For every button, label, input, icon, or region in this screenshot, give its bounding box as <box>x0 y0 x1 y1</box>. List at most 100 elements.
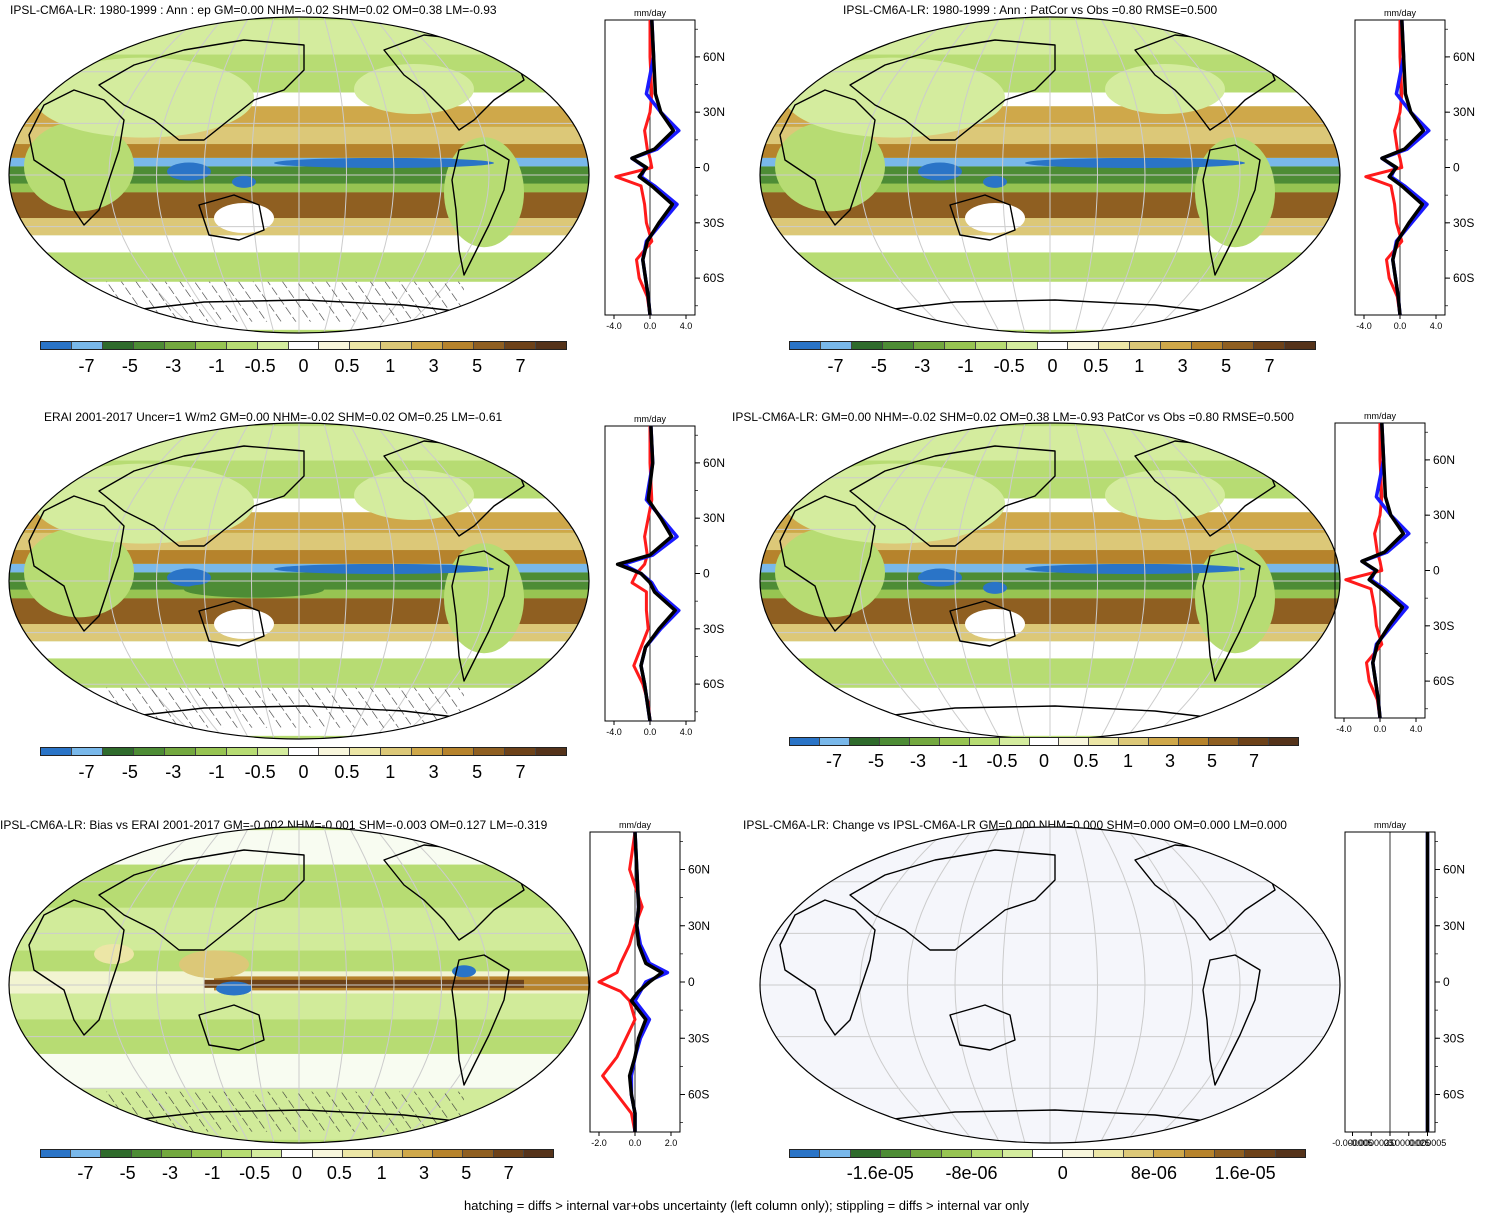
map-obs <box>8 422 590 740</box>
lat-tick-label: 60N <box>703 456 725 470</box>
lat-tick-label: 30S <box>703 622 724 636</box>
map-model-patcor <box>759 16 1341 334</box>
colorbar-labels-bias: -7 -5 -3 -1 -0.5 0 0.5 1 3 5 7 <box>40 1163 554 1185</box>
colorbar-swatch <box>1099 342 1131 349</box>
colorbar-swatch <box>850 1150 882 1157</box>
colorbar-swatch <box>820 342 852 349</box>
colorbar-label: 1 <box>385 762 396 782</box>
colorbar-swatch <box>102 748 134 755</box>
colorbar-label: 7 <box>503 1163 514 1183</box>
colorbar-label: 7 <box>1264 356 1275 376</box>
zonal-model-line <box>615 425 677 722</box>
units-label: mm/day <box>1364 411 1397 421</box>
map-model-summary <box>759 422 1341 740</box>
colorbar-label: 0.5 <box>334 356 360 376</box>
colorbar-swatch <box>195 748 227 755</box>
colorbar-swatch <box>161 1150 192 1157</box>
colorbar-label: -0.5 <box>239 1163 271 1183</box>
x-tick-label: 0.0 <box>1394 321 1407 331</box>
colorbar-labels-model: -7 -5 -3 -1 -0.5 0 0.5 1 3 5 7 <box>40 356 567 378</box>
colorbar-swatch <box>252 1150 283 1157</box>
colorbar-swatch <box>319 342 351 349</box>
colorbar-label: -3 <box>161 1163 179 1183</box>
colorbar-swatch <box>288 748 320 755</box>
x-tick-label: -2.0 <box>591 1138 607 1148</box>
zonal-mean-change: mm/day60N30N030S60S-0.000005-0.00000250.… <box>1332 820 1465 1148</box>
colorbar-swatch <box>443 342 475 349</box>
x-tick-label: 0.0 <box>1384 1138 1397 1148</box>
colorbar-bias <box>40 1149 554 1158</box>
units-label: mm/day <box>634 414 667 424</box>
colorbar-swatch <box>288 342 320 349</box>
colorbar-swatch <box>505 342 536 349</box>
colorbar-label: -1 <box>204 1163 221 1183</box>
colorbar-swatch <box>1089 738 1120 745</box>
lat-tick-label: 60S <box>1433 674 1454 688</box>
colorbar-label: 3 <box>1164 751 1176 771</box>
colorbar-labels-obs: -7 -5 -3 -1 -0.5 0 0.5 1 3 5 7 <box>40 762 567 784</box>
colorbar-swatch <box>944 342 976 349</box>
colorbar-label: -0.5 <box>244 762 276 782</box>
footer-note: hatching = diffs > internal var+obs unce… <box>464 1198 1029 1213</box>
map-bias <box>8 826 590 1144</box>
colorbar-swatch <box>191 1150 223 1157</box>
colorbar-label: -0.5 <box>244 356 276 376</box>
lat-tick-label: 0 <box>1443 975 1450 989</box>
colorbar-label: -5 <box>870 356 887 376</box>
colorbar-label: 3 <box>418 1163 429 1183</box>
x-tick-label: 0.0 <box>644 727 657 737</box>
colorbar-swatch <box>972 1150 1003 1157</box>
colorbar-swatch <box>851 342 883 349</box>
colorbar-label: 0 <box>291 1163 303 1183</box>
colorbar-label: 7 <box>1248 751 1260 771</box>
lat-tick-label: 30S <box>1453 216 1474 230</box>
colorbar-swatch <box>443 748 475 755</box>
x-tick-label: 0.0 <box>1374 724 1387 734</box>
colorbar-label: 3 <box>428 356 439 376</box>
lat-tick-label: 30N <box>1453 105 1475 119</box>
zonal-diff-line <box>1364 20 1404 316</box>
colorbar-label: 0 <box>1038 751 1050 771</box>
colorbar-swatch <box>820 1150 851 1157</box>
colorbar-swatch <box>433 1150 464 1157</box>
map-model <box>8 16 590 334</box>
colorbar-swatch <box>319 748 351 755</box>
colorbar-swatch <box>257 342 289 349</box>
colorbar-swatch <box>1215 1150 1246 1157</box>
zonal-model-line <box>1360 422 1406 719</box>
colorbar-label: -0.5 <box>986 751 1018 771</box>
lat-tick-label: 60N <box>1443 863 1465 877</box>
colorbar-model-summary <box>789 737 1299 746</box>
colorbar-swatch <box>536 342 566 349</box>
zonal-diff-line <box>614 20 654 316</box>
units-label: mm/day <box>1374 820 1407 830</box>
colorbar-swatch <box>381 748 413 755</box>
colorbar-swatch <box>790 1150 821 1157</box>
colorbar-swatch <box>999 738 1030 745</box>
x-tick-label: 0.0000025 <box>1387 1138 1430 1148</box>
colorbar-swatch <box>909 738 940 745</box>
colorbar-swatch <box>493 1150 524 1157</box>
colorbar-label: -5 <box>867 751 885 771</box>
panel-title-model-patcor: IPSL-CM6A-LR: 1980-1999 : Ann : PatCor v… <box>843 3 1218 17</box>
colorbar-label: 0.5 <box>1073 751 1099 771</box>
colorbar-swatch <box>1161 342 1193 349</box>
x-tick-label: 0.0 <box>644 321 657 331</box>
colorbar-swatch <box>133 748 165 755</box>
colorbar-swatch <box>1029 738 1060 745</box>
colorbar-swatch <box>412 342 444 349</box>
colorbar-label: -7 <box>825 751 843 771</box>
colorbar-label: -5 <box>121 762 138 782</box>
colorbar-swatch <box>1130 342 1162 349</box>
lat-tick-label: 30S <box>1443 1031 1464 1045</box>
colorbar-swatch <box>71 342 103 349</box>
colorbar-swatch <box>882 342 914 349</box>
zonal-mean-model: mm/day 60N 30N 0 30S 60S -4.0 0.0 4.0 <box>604 8 725 331</box>
x-tick-label: -4.0 <box>606 321 622 331</box>
lat-tick-label: 60N <box>688 863 710 877</box>
colorbar-swatch <box>1223 342 1255 349</box>
colorbar-label: 5 <box>472 762 483 782</box>
colorbar-swatch <box>941 1150 973 1157</box>
colorbar-swatch <box>849 738 880 745</box>
x-tick-label: 4.0 <box>680 321 693 331</box>
